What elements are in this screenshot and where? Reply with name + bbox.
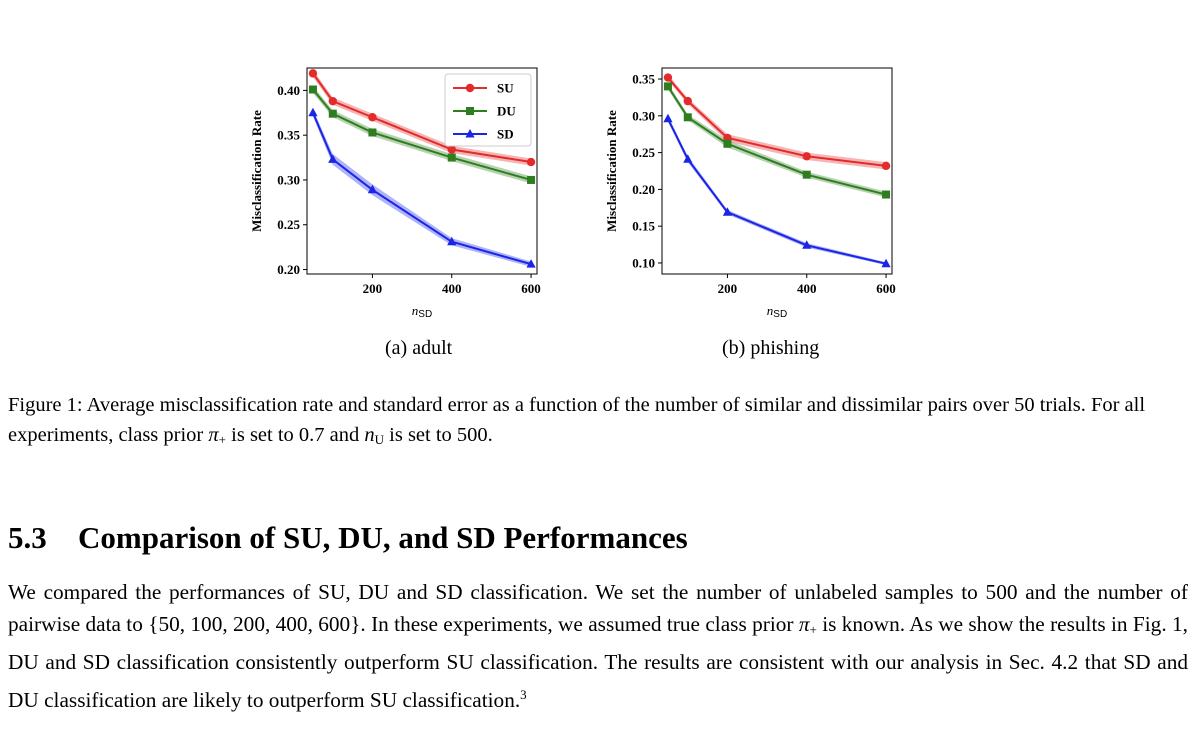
legend-label-su: SU [497, 81, 514, 96]
series-du-adult [308, 85, 536, 184]
point-du [527, 175, 536, 184]
x-tick-label: 400 [797, 281, 817, 296]
point-du [663, 82, 672, 91]
point-du [683, 113, 692, 122]
legend-marker-su [465, 83, 475, 93]
series-line-sd [667, 118, 887, 265]
error-band-su [312, 69, 532, 166]
chart-adult: 200 400 6000.200.250.300.350.40nSDMisclass… [249, 67, 541, 320]
point-sd [683, 154, 693, 163]
point-su [328, 96, 337, 106]
point-du [802, 170, 811, 179]
point-su [663, 73, 673, 82]
point-sd [722, 207, 733, 216]
y-tick-label: 0.25 [632, 145, 655, 160]
x-axis-label-subscript: SD [773, 309, 787, 320]
point-du [368, 128, 377, 137]
series-su-phishing [663, 73, 891, 171]
point-sd [881, 258, 891, 268]
section-title: Comparison of SU, DU, and SD Performance… [78, 520, 688, 555]
point-su [802, 152, 811, 161]
point-sd [367, 184, 378, 194]
figure-caption: Figure 1: Average misclassification rate… [8, 394, 1146, 447]
point-sd [663, 113, 673, 123]
y-tick-label: 0.35 [632, 72, 655, 87]
axes-frame [661, 67, 893, 275]
y-tick-label: 0.25 [277, 217, 300, 232]
error-band-su [667, 74, 887, 170]
subcaption-adult: (a) adult [385, 337, 453, 359]
point-su [683, 96, 692, 106]
x-tick-label: 200 [363, 281, 383, 296]
point-sd [328, 154, 338, 163]
point-sd [802, 240, 812, 249]
point-su [447, 145, 456, 154]
point-du [447, 153, 456, 162]
y-tick-label: 0.35 [277, 128, 300, 143]
axes-frame [306, 67, 538, 275]
x-axis-label-subscript: SD [418, 309, 432, 320]
legend-label-sd: SD [497, 127, 514, 142]
legend-label-du: DU [497, 104, 516, 119]
y-tick-label: 0.30 [632, 108, 655, 123]
body-paragraph: We compared the performances of SU, DU a… [8, 580, 1188, 712]
point-du [328, 109, 337, 118]
y-axis-label: Misclassification Rate [249, 110, 264, 232]
error-band-du [667, 83, 887, 198]
y-tick-label: 0.30 [277, 172, 300, 187]
y-tick-label: 0.40 [277, 83, 300, 98]
series-sd-adult [308, 107, 536, 268]
point-su [526, 157, 536, 167]
point-du [723, 139, 732, 148]
point-sd [447, 236, 457, 246]
x-tick-label: 600 [521, 281, 541, 296]
legend-marker-du [466, 107, 474, 115]
chart-phishing: 200 400 600 0.10 0.15 0.20 0.25 0.30 0.35 nSD Misc… [604, 67, 896, 320]
legend-marker-sd [465, 129, 475, 138]
x-tick-label: 600 [876, 281, 896, 296]
series-du-phishing [663, 82, 891, 199]
series-su-adult [308, 69, 536, 167]
series-sd-phishing [663, 113, 891, 268]
section-number: 5.3 [8, 520, 47, 555]
point-su [308, 69, 318, 78]
x-tick-label: 400 [442, 281, 462, 296]
legend: SU DU SD [444, 73, 532, 147]
point-du [308, 85, 317, 94]
section-heading: 5.3 Comparison of SU, DU, and SD Performa… [8, 520, 688, 556]
x-axis-label-base: n [767, 303, 774, 318]
y-tick-label: 0.15 [632, 219, 655, 234]
y-axis-label: Misclassification Rate [604, 110, 619, 232]
point-su [881, 161, 891, 171]
y-tick-label: 0.20 [632, 182, 655, 197]
subcaption-phishing: (b) phishing [722, 337, 820, 359]
point-su [368, 113, 377, 122]
point-du [882, 190, 891, 199]
y-tick-label: 0.20 [277, 262, 300, 277]
point-sd [526, 259, 536, 268]
x-axis-label-base: n [412, 303, 419, 318]
x-axis-label: nSD [412, 303, 432, 320]
footnote-marker: 3 [520, 686, 527, 702]
legend-box [444, 73, 532, 147]
y-tick-label: 0.10 [632, 255, 655, 270]
x-tick-label: 200 [718, 281, 738, 296]
x-axis-label: nSD [767, 303, 787, 320]
error-band-sd [667, 115, 887, 266]
point-sd [308, 107, 318, 117]
